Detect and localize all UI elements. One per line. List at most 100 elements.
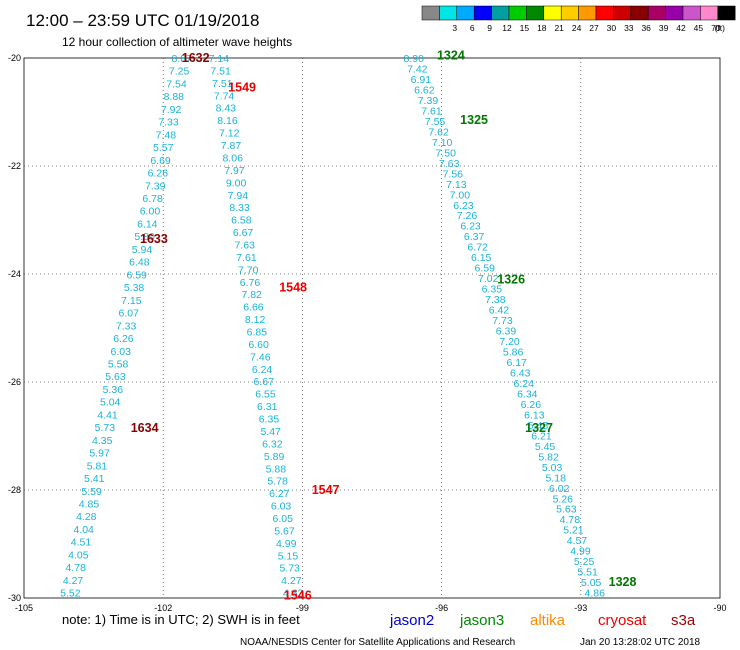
legend-swatch (543, 5, 562, 21)
legend-swatch (491, 5, 510, 21)
map-title: 12:00 – 23:59 UTC 01/19/2018 (26, 11, 259, 30)
swh-value-label: 7.92 (161, 104, 182, 116)
swh-value-label: 4.99 (276, 538, 297, 550)
swh-value-label: 4.04 (73, 524, 94, 536)
satellite-name-label: altika (530, 612, 566, 629)
swh-value-label: 6.69 (150, 155, 171, 167)
swh-value-label: 5.73 (279, 563, 300, 575)
swh-value-label: 6.17 (506, 357, 527, 369)
swh-value-label: 6.23 (460, 221, 481, 233)
lat-tick-label: -30 (8, 593, 21, 603)
swh-value-label: 7.10 (432, 137, 453, 149)
legend-swatch (578, 5, 597, 21)
swh-value-label: 4.27 (281, 575, 302, 587)
lat-tick-label: -26 (8, 377, 21, 387)
swh-value-label: 7.73 (492, 315, 513, 327)
pass-labels: 1632 1549 1633 1548 1634 1547 1546 1324 1325 1326… (131, 48, 637, 602)
swh-value-label: 5.81 (87, 460, 108, 472)
swh-value-label: 7.61 (421, 105, 442, 117)
swh-value-label: 5.78 (267, 476, 288, 488)
legend-tick-label: 6 (470, 23, 475, 33)
swh-value-label: 4.99 (570, 546, 591, 558)
swh-value-label: 6.14 (137, 218, 158, 230)
swh-value-label: 6.13 (524, 409, 545, 421)
swh-value-label: 8.12 (245, 314, 266, 326)
legend-swatch (421, 5, 440, 21)
pass-number-label: 1327 (525, 421, 553, 435)
swh-value-label: 5.86 (503, 347, 524, 359)
swh-value-label: 6.78 (142, 193, 163, 205)
swh-value-label: 5.88 (266, 463, 287, 475)
lon-tick-label: -105 (15, 603, 33, 613)
swh-value-label: 6.31 (257, 401, 278, 413)
pass-number-label: 1324 (437, 48, 465, 62)
legend-unit: (ft) (715, 23, 726, 33)
swh-value-label: 4.57 (567, 535, 588, 547)
swh-value-label: 7.97 (224, 165, 245, 177)
swh-value-label: 7.38 (485, 294, 506, 306)
color-legend: 3 6 9 12 15 18 21 24 27 30 33 36 39 42 45 70(ft) (421, 5, 736, 33)
altimeter-tracks: 8.877.257.548.887.927.337.485.576.696.26… (60, 53, 605, 600)
pass-number-label: 1547 (312, 483, 340, 497)
pass-number-label: 1325 (460, 113, 488, 127)
swh-value-label: 5.05 (581, 577, 602, 589)
swh-value-label: 8.43 (216, 103, 237, 115)
lon-tick-label: -90 (713, 603, 726, 613)
swh-value-label: 6.85 (247, 327, 268, 339)
swh-value-label: 6.62 (414, 84, 435, 96)
pass-number-label: 1546 (284, 588, 312, 602)
pass-number-label: 1634 (131, 421, 159, 435)
swh-value-label: 7.39 (418, 95, 439, 107)
swh-value-label: 4.51 (71, 537, 92, 549)
swh-value-label: 6.32 (262, 438, 283, 450)
swh-value-label: 4.85 (79, 499, 100, 511)
swh-value-label: 6.23 (453, 200, 474, 212)
swh-value-label: 4.78 (560, 514, 581, 526)
swh-value-label: 7.13 (446, 179, 467, 191)
legend-swatch (595, 5, 614, 21)
swh-value-label: 4.78 (65, 562, 86, 574)
legend-tick-label: 70 (711, 23, 721, 33)
swh-value-label: 6.03 (111, 346, 132, 358)
lon-tick-label: -93 (574, 603, 587, 613)
swh-value-label: 6.66 (243, 302, 264, 314)
swh-value-label: 8.33 (229, 202, 250, 214)
swh-value-label: 7.00 (450, 189, 471, 201)
swh-value-label: 7.62 (428, 126, 449, 138)
pass-number-label: 1549 (228, 81, 256, 95)
swh-value-label: 5.63 (556, 504, 577, 516)
footnote: note: 1) Time is in UTC; 2) SWH is in fe… (62, 612, 300, 627)
swh-value-label: 7.25 (169, 66, 190, 78)
swh-value-label: 7.82 (241, 289, 262, 301)
swh-value-label: 6.91 (411, 74, 432, 86)
swh-value-label: 5.57 (153, 142, 174, 154)
swh-value-label: 4.35 (92, 435, 113, 447)
swh-value-label: 5.51 (577, 567, 598, 579)
legend-tick-label: 27 (589, 23, 599, 33)
swh-value-label: 5.15 (278, 550, 299, 562)
satellite-name-label: cryosat (598, 612, 647, 629)
swh-value-label: 6.55 (255, 389, 276, 401)
swh-value-label: 5.89 (264, 451, 285, 463)
lat-tick-label: -24 (8, 269, 21, 279)
pass-number-label: 1328 (609, 575, 637, 589)
legend-swatch (647, 5, 666, 21)
swh-value-label: 8.90 (404, 53, 425, 65)
swh-value-label: 7.63 (439, 158, 460, 170)
swh-value-label: 5.25 (574, 556, 595, 568)
swh-value-label: 6.43 (510, 367, 531, 379)
lon-tick-label: -102 (154, 603, 172, 613)
swh-value-label: 6.00 (140, 206, 161, 218)
swh-value-label: 4.86 (585, 588, 606, 600)
pass-number-label: 1632 (182, 51, 210, 65)
legend-swatch (560, 5, 579, 21)
swh-value-label: 6.42 (489, 305, 510, 317)
swh-value-label: 7.15 (121, 295, 142, 307)
lat-tick-label: -28 (8, 485, 21, 495)
swh-value-label: 5.52 (60, 588, 81, 600)
pass-number-label: 1326 (497, 272, 525, 286)
swh-value-label: 6.24 (514, 378, 535, 390)
map-frame (23, 57, 721, 599)
swh-value-label: 7.42 (407, 63, 428, 75)
swh-value-label: 7.48 (156, 129, 177, 141)
